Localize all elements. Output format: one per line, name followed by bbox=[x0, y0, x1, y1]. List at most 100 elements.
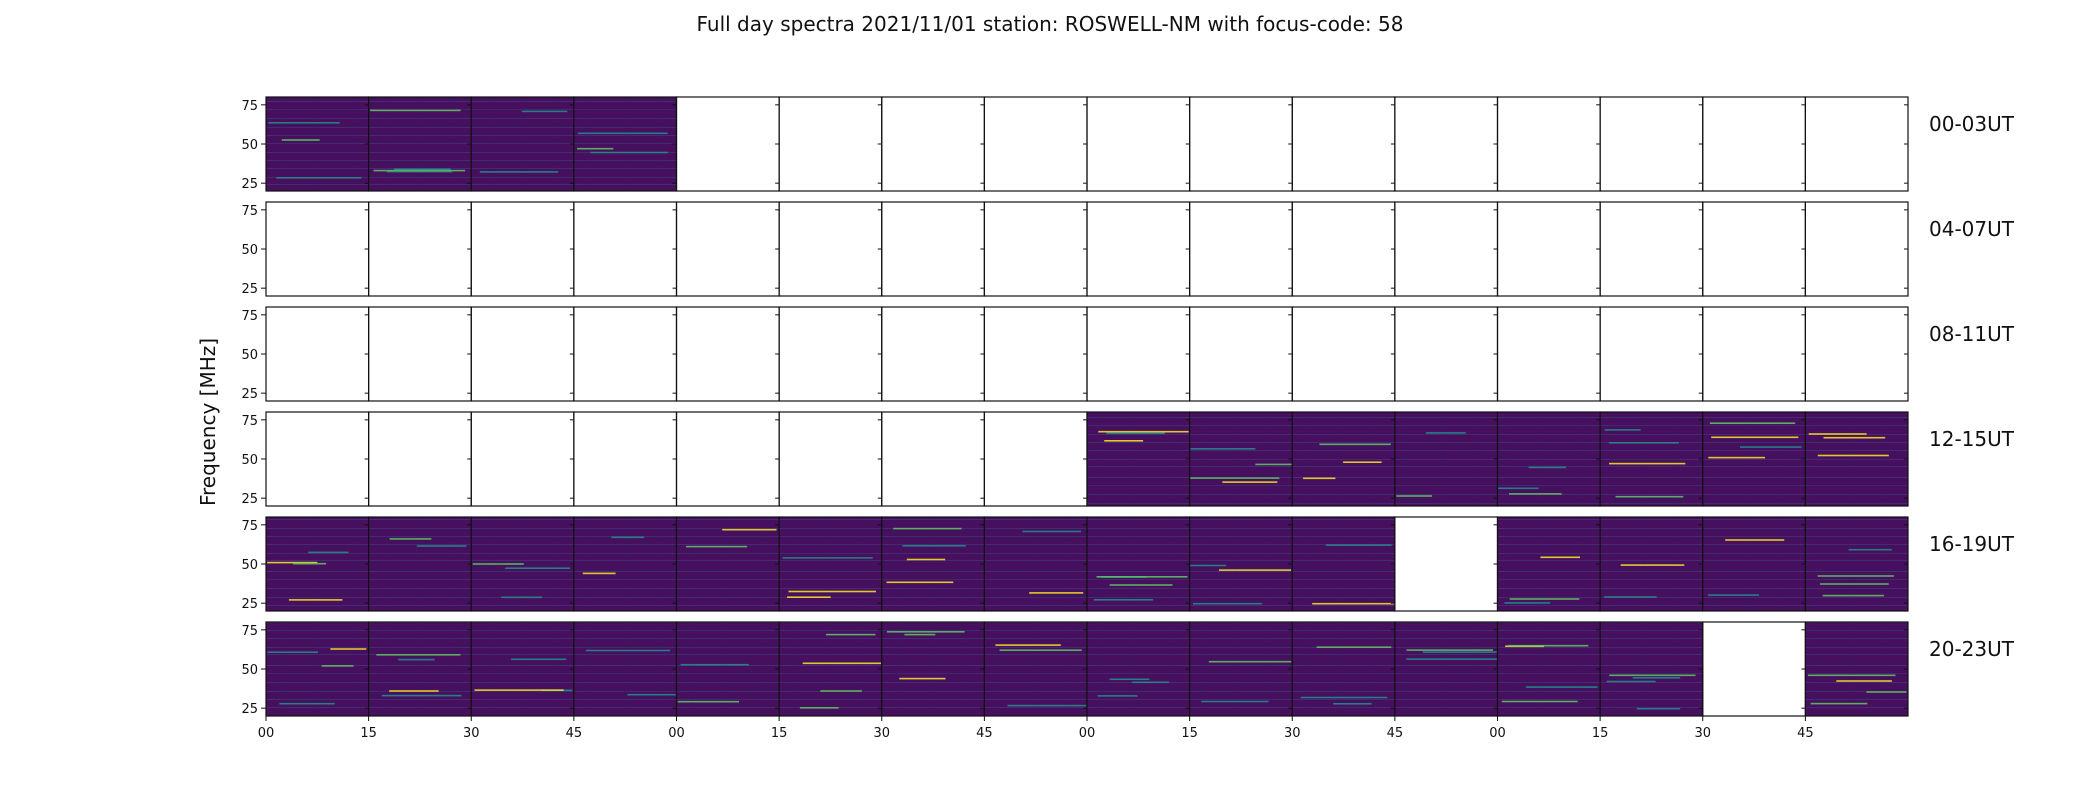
signal-band bbox=[1007, 704, 1087, 707]
spectrum-fill bbox=[779, 517, 882, 611]
x-tick-label: 30 bbox=[1284, 726, 1301, 741]
spectrum-panel bbox=[1394, 516, 1499, 612]
y-tick-label: 50 bbox=[241, 243, 258, 258]
panel-frame bbox=[265, 201, 370, 297]
signal-band bbox=[1425, 432, 1466, 434]
spectrum-panel bbox=[265, 411, 370, 507]
y-tick-label: 50 bbox=[241, 558, 258, 573]
signal-band bbox=[887, 631, 965, 633]
panel-frame bbox=[881, 411, 985, 507]
signal-band bbox=[1807, 674, 1896, 677]
signal-band bbox=[1106, 432, 1165, 435]
spectrum-panel bbox=[573, 96, 678, 192]
spectrum-panel bbox=[1702, 96, 1806, 192]
y-tick-label: 75 bbox=[241, 519, 258, 534]
signal-band bbox=[1609, 462, 1686, 465]
signal-band bbox=[1501, 700, 1578, 703]
panel-frame bbox=[983, 411, 1088, 507]
spectrum-panel bbox=[1496, 306, 1601, 402]
spectrum-panel bbox=[1189, 516, 1293, 612]
y-axis-ticks: 25 50 75 25 50 75 25 50 75 25 50 75 25 50 75 25 50 75 bbox=[241, 99, 266, 717]
signal-band bbox=[820, 690, 862, 692]
y-tick-label: 50 bbox=[241, 348, 258, 363]
panel-frame bbox=[265, 411, 370, 507]
spectrum-fill bbox=[881, 622, 985, 716]
signal-band bbox=[472, 563, 524, 565]
signal-band bbox=[1810, 702, 1868, 705]
y-tick-label: 25 bbox=[241, 597, 258, 612]
spectrum-fill bbox=[368, 622, 472, 716]
spectrum-panel bbox=[983, 516, 1088, 612]
spectrum-fill bbox=[779, 622, 882, 716]
signal-band bbox=[389, 690, 439, 692]
panel-frame bbox=[675, 306, 780, 402]
spectrum-panel bbox=[675, 201, 780, 297]
spectrum-fill bbox=[573, 97, 677, 191]
spectrum-panel bbox=[1702, 621, 1806, 717]
spectrum-panel bbox=[1291, 96, 1396, 192]
signal-band bbox=[268, 122, 340, 124]
signal-band bbox=[398, 658, 435, 661]
spectrum-fill bbox=[1702, 517, 1806, 611]
spectrum-panel bbox=[1086, 621, 1191, 717]
signal-band bbox=[1709, 422, 1796, 424]
spectrum-panel bbox=[1291, 201, 1396, 297]
signal-band bbox=[1325, 544, 1392, 546]
y-tick-label: 75 bbox=[241, 624, 258, 639]
signal-band bbox=[501, 596, 542, 599]
spectrum-fill bbox=[1805, 517, 1908, 611]
spectrum-panel bbox=[368, 516, 472, 612]
signal-band bbox=[1848, 548, 1892, 551]
signal-band bbox=[1109, 678, 1150, 681]
signal-band bbox=[381, 694, 462, 697]
panel-frame bbox=[470, 201, 575, 297]
signal-band bbox=[582, 572, 616, 575]
spectrum-panel bbox=[1496, 516, 1601, 612]
spectrum-fill bbox=[1292, 517, 1395, 611]
spectrum-fill bbox=[1394, 622, 1498, 716]
spectrum-panel bbox=[573, 201, 678, 297]
spectrum-panel bbox=[265, 621, 370, 717]
panel-frame bbox=[1189, 96, 1293, 192]
panel-frame bbox=[573, 306, 678, 402]
signal-band bbox=[799, 707, 839, 709]
spectrum-panel bbox=[1189, 96, 1293, 192]
signal-band bbox=[1509, 493, 1562, 495]
signal-band bbox=[1708, 594, 1759, 596]
spectrum-panel bbox=[1804, 621, 1909, 717]
signal-band bbox=[1189, 477, 1280, 479]
signal-band bbox=[1528, 466, 1567, 469]
spectrum-panel bbox=[881, 411, 985, 507]
signal-band bbox=[1632, 677, 1681, 679]
panel-frame bbox=[1394, 516, 1499, 612]
panel-frame bbox=[1804, 306, 1909, 402]
spectrum-panel bbox=[1804, 411, 1909, 507]
signal-band bbox=[902, 545, 966, 547]
spectrum-fill bbox=[573, 622, 677, 716]
row-label: 12-15UT bbox=[1929, 427, 2015, 451]
signal-band bbox=[1866, 691, 1907, 693]
signal-band bbox=[1406, 649, 1493, 651]
x-tick-label: 30 bbox=[1694, 726, 1711, 741]
spectrum-panel bbox=[573, 621, 678, 717]
panel-frame bbox=[983, 201, 1088, 297]
signal-band bbox=[1836, 680, 1892, 682]
panel-frame bbox=[983, 96, 1088, 192]
spectrum-panel bbox=[778, 96, 883, 192]
signal-band bbox=[1609, 674, 1696, 677]
signal-band bbox=[1822, 594, 1885, 597]
signal-band bbox=[1093, 599, 1154, 601]
panel-frame bbox=[1599, 306, 1704, 402]
spectrum-fill bbox=[1087, 412, 1190, 506]
spectrum-fill bbox=[1189, 622, 1293, 716]
x-tick-label: 00 bbox=[258, 726, 275, 741]
signal-band bbox=[1508, 644, 1589, 647]
signal-band bbox=[1104, 440, 1144, 442]
spectrum-panel bbox=[470, 96, 575, 192]
signal-band bbox=[686, 545, 748, 548]
signal-band bbox=[267, 561, 318, 564]
signal-band bbox=[886, 581, 954, 584]
spectrum-panel bbox=[1496, 96, 1601, 192]
x-tick-label: 45 bbox=[1797, 726, 1814, 741]
spectrum-panel bbox=[983, 96, 1088, 192]
